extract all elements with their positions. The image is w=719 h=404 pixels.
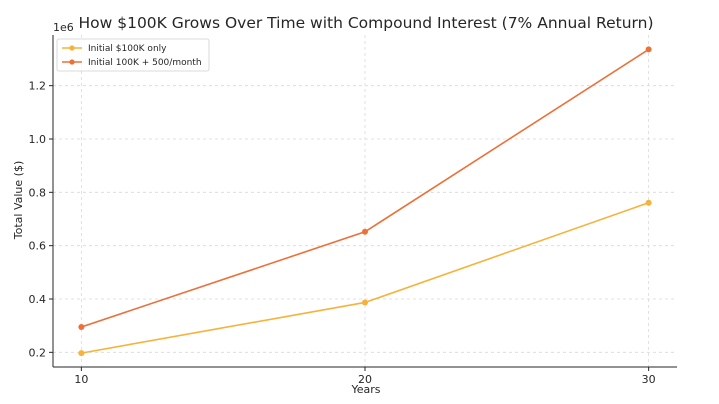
y-tick-label: 0.4: [29, 293, 47, 306]
y-tick-label: 0.6: [29, 240, 47, 253]
data-point: [78, 324, 85, 330]
y-axis-label: Total Value ($): [12, 161, 25, 240]
grid: [53, 35, 677, 367]
y-tick-label: 1.2: [29, 80, 47, 93]
legend-swatch-marker: [69, 45, 75, 51]
data-point: [78, 350, 85, 357]
legend-entry-label: Initial 100K + 500/month: [88, 58, 202, 68]
y-tick-label: 1.0: [29, 133, 47, 146]
legend: Initial $100K only Initial 100K + 500/mon…: [56, 38, 210, 72]
y-tick-label: 0.8: [29, 186, 47, 199]
data-point: [645, 46, 652, 53]
chart-title: How $100K Grows Over Time with Compound …: [78, 14, 653, 32]
y-offset-label: 1e6: [53, 21, 74, 34]
data-point: [362, 228, 368, 235]
series: [78, 46, 652, 357]
legend-entry-label: Initial $100K only: [88, 44, 167, 54]
x-tick-label: 30: [642, 373, 656, 386]
y-tick-label: 0.2: [29, 346, 47, 359]
axes: 10 20 30 0.2 0.4 0.6 0.8 1.0 1.2: [29, 35, 677, 386]
data-point: [645, 199, 652, 206]
data-point: [362, 299, 368, 306]
x-tick-label: 10: [74, 373, 88, 386]
legend-box: [56, 38, 210, 72]
x-axis-label: Years: [350, 383, 380, 396]
legend-swatch-marker: [69, 59, 75, 65]
x-tick-label: 20: [358, 373, 372, 386]
